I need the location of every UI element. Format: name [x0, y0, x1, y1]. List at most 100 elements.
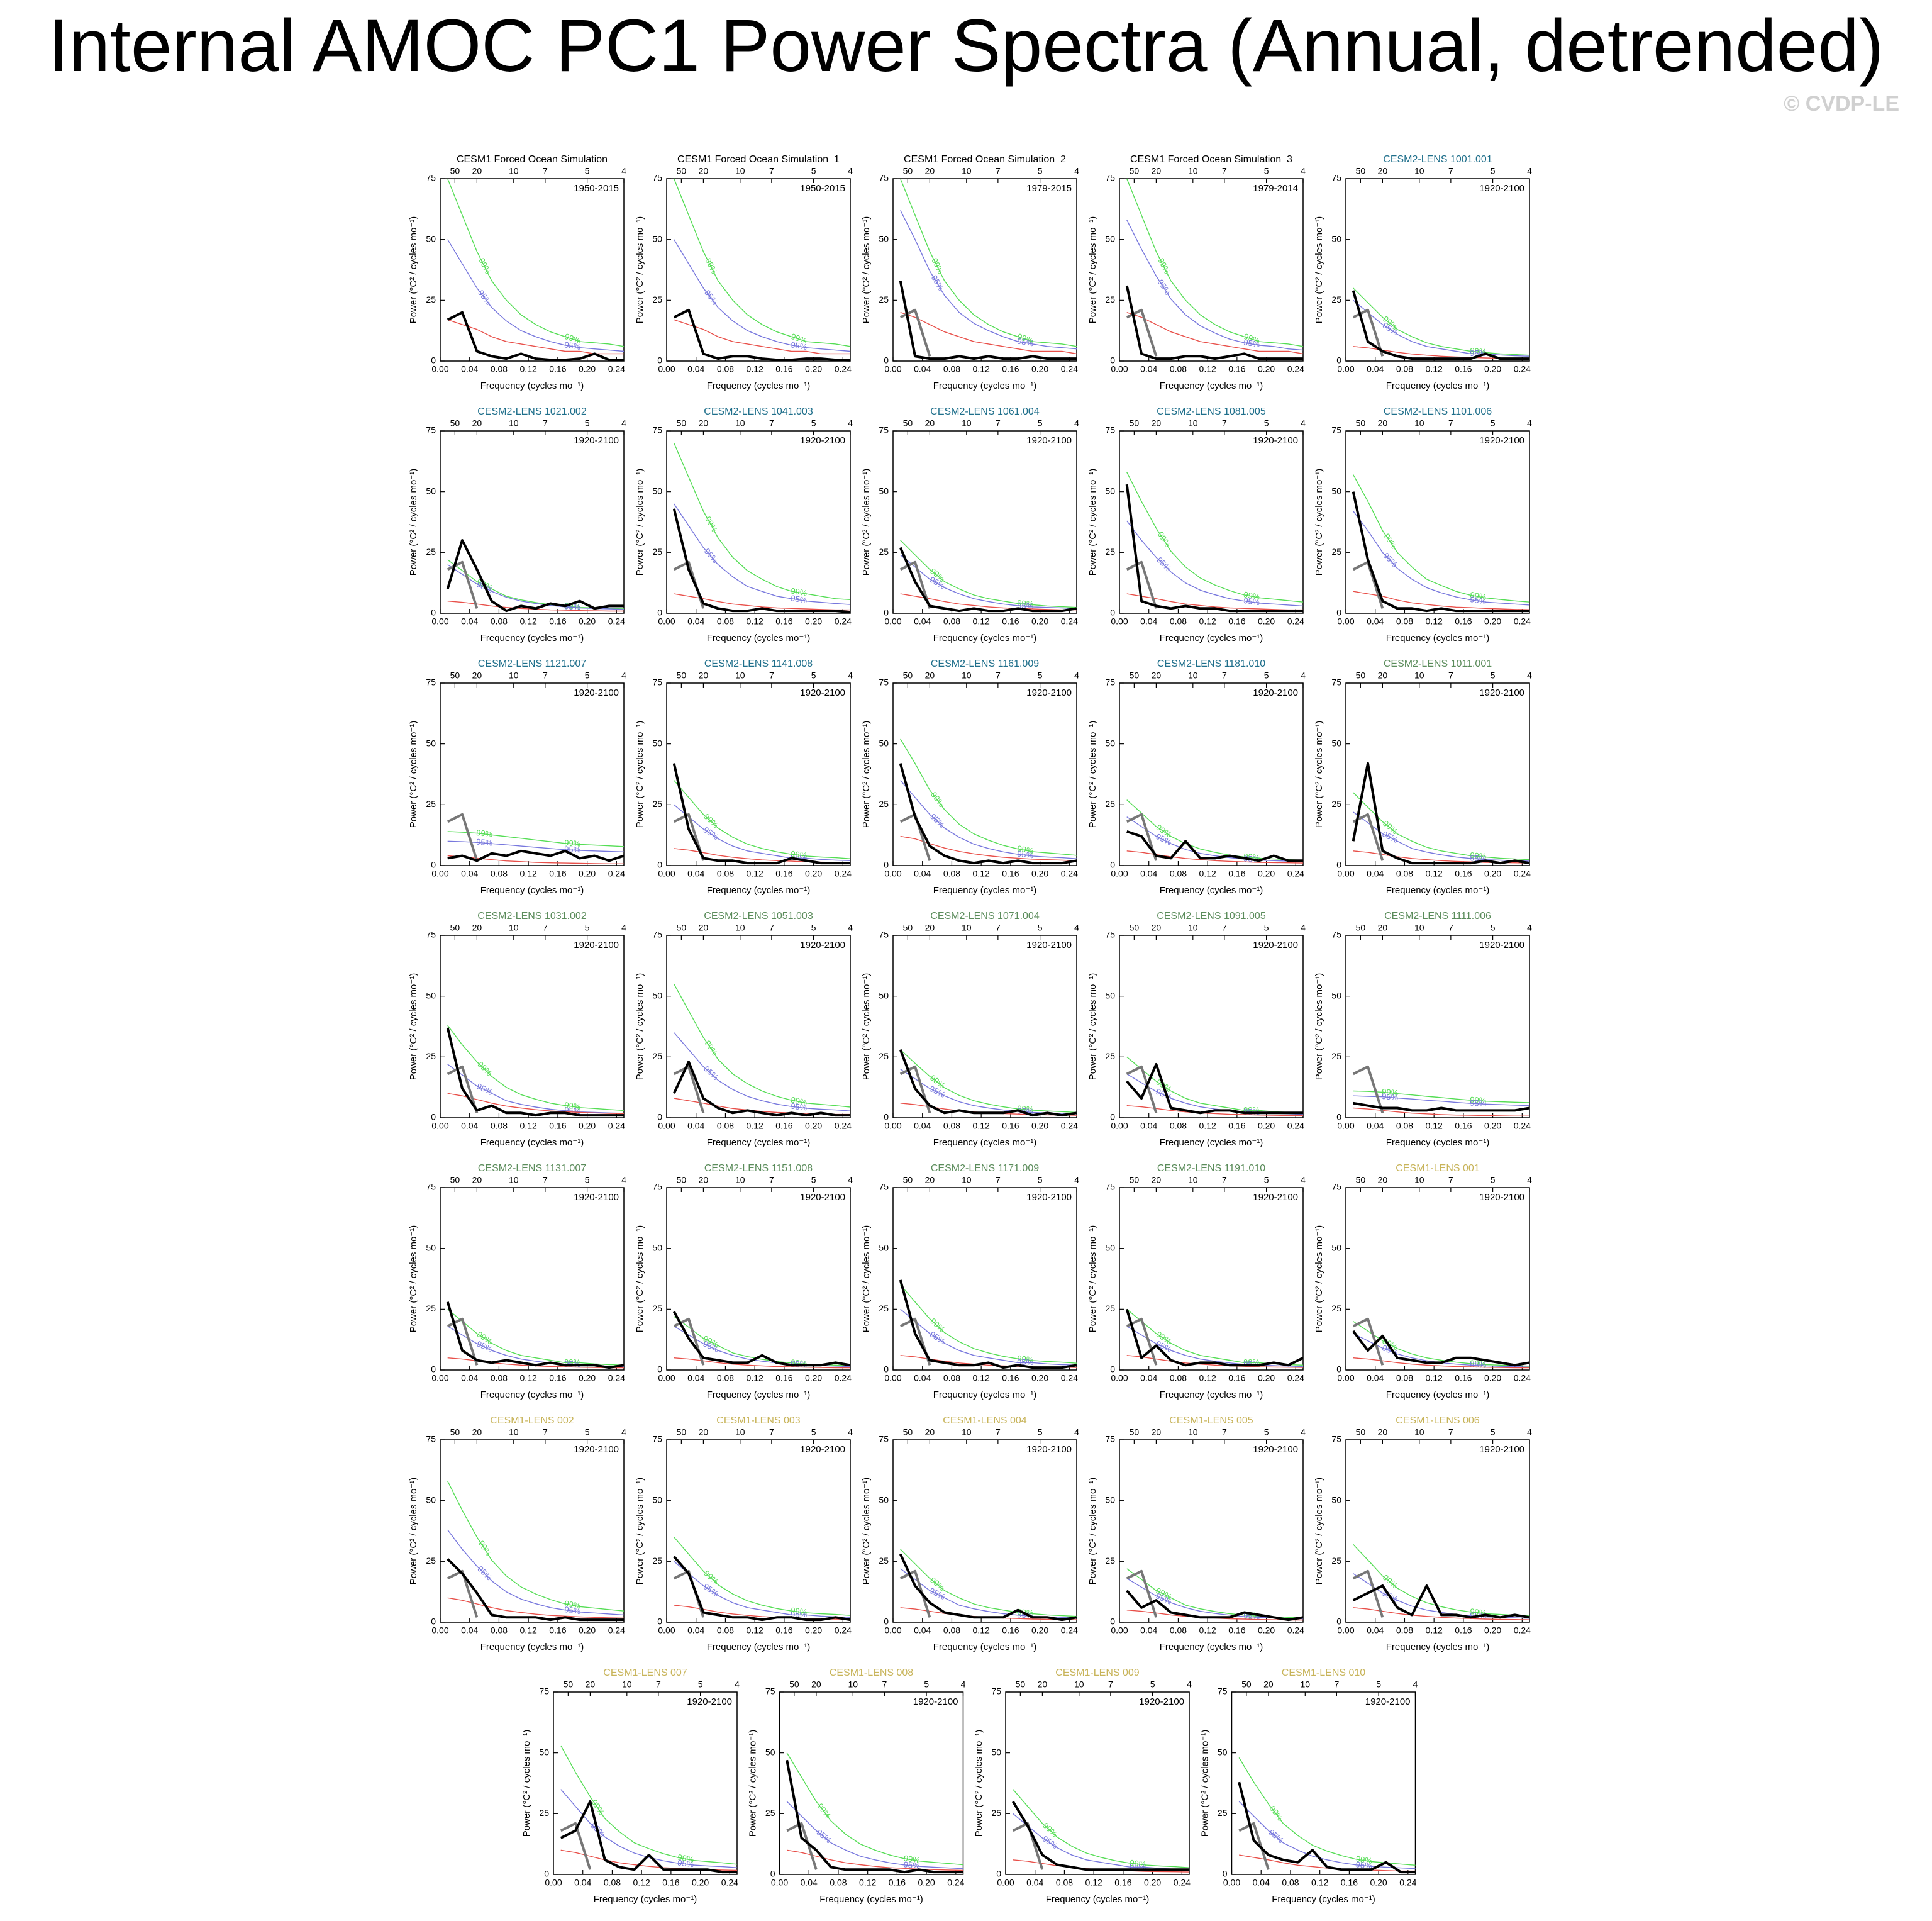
x2-tick-label: 20	[1378, 1175, 1388, 1185]
x2-tick-label: 7	[996, 418, 1001, 428]
spectrum-line	[900, 540, 1077, 608]
panel-title: CESM2-LENS 1111.006	[1384, 911, 1491, 922]
x-axis-label: Frequency (cycles mo⁻¹)	[1160, 885, 1263, 896]
x-axis-label: Frequency (cycles mo⁻¹)	[707, 381, 811, 391]
y-tick-label: 50	[1105, 1495, 1115, 1505]
y-tick-label: 75	[652, 930, 662, 940]
x-tick-label: 0.20	[805, 616, 822, 626]
x2-tick-label: 50	[677, 418, 687, 428]
x2-tick-label: 10	[1074, 1679, 1084, 1690]
x2-tick-label: 7	[996, 1175, 1001, 1185]
y-tick-label: 75	[1105, 1182, 1115, 1192]
x-tick-label: 0.20	[1144, 1878, 1161, 1888]
x-tick-label: 0.08	[1282, 1878, 1299, 1888]
plot-frame	[666, 935, 851, 1118]
x2-tick-label: 5	[1038, 923, 1043, 933]
x-tick-label: 0.00	[658, 1373, 675, 1383]
x-tick-label: 0.00	[1111, 869, 1128, 879]
y-tick-label: 25	[1331, 294, 1341, 304]
y-tick-label: 25	[652, 294, 662, 304]
y-tick-label: 25	[879, 1051, 889, 1061]
x2-tick-label: 5	[585, 1175, 590, 1185]
y-axis-label: Power (°C² / cycles mo⁻¹)	[521, 1730, 532, 1837]
x-tick-label: 0.04	[914, 1121, 931, 1131]
spectrum-line	[899, 547, 1077, 613]
x-tick-label: 0.08	[717, 1625, 734, 1635]
x-tick-label: 0.04	[1140, 1121, 1157, 1131]
x2-tick-label: 10	[622, 1679, 632, 1690]
spectrum-line	[1352, 1584, 1530, 1619]
x-tick-label: 0.12	[1426, 1121, 1443, 1131]
x-tick-label: 0.16	[1228, 1625, 1245, 1635]
x2-tick-label: 4	[1527, 671, 1532, 681]
y-tick-label: 25	[1105, 1051, 1115, 1061]
x2-tick-label: 20	[699, 1427, 709, 1437]
y-axis-label: Power (°C² / cycles mo⁻¹)	[1314, 973, 1324, 1081]
x-tick-label: 0.00	[1111, 616, 1128, 626]
y-tick-label: 50	[1331, 486, 1341, 496]
x2-tick-label: 50	[903, 166, 913, 176]
spectrum-line	[447, 849, 625, 862]
spectrum-line	[447, 840, 625, 852]
x-tick-label: 0.16	[1455, 1121, 1472, 1131]
x-tick-label: 0.16	[1002, 616, 1019, 626]
panel-title: CESM2-LENS 1191.010	[1157, 1163, 1265, 1174]
x-tick-label: 0.24	[1287, 616, 1304, 626]
x2-tick-label: 5	[1264, 418, 1269, 428]
spectrum-line	[674, 1032, 851, 1111]
spectrum-line	[899, 560, 931, 609]
spectrum-line	[672, 508, 851, 614]
panel-title: CESM2-LENS 1181.010	[1157, 659, 1265, 669]
y-axis-label: Power (°C² / cycles mo⁻¹)	[408, 721, 419, 828]
spectrum-line	[1126, 1355, 1304, 1368]
x2-tick-label: 5	[811, 166, 816, 176]
spectrum-line	[1125, 1308, 1304, 1367]
x2-tick-label: 7	[1448, 1175, 1453, 1185]
panel-title: CESM2-LENS 1141.008	[704, 659, 813, 669]
x2-tick-label: 4	[1074, 671, 1079, 681]
x2-tick-label: 4	[1074, 923, 1079, 933]
y-tick-label: 50	[652, 990, 662, 1000]
spectrum-line	[1125, 285, 1303, 360]
x-tick-label: 0.04	[687, 869, 704, 879]
x-tick-label: 0.04	[687, 616, 704, 626]
x-axis-label: Frequency (cycles mo⁻¹)	[480, 885, 584, 896]
x-tick-label: 0.20	[1031, 616, 1048, 626]
x-tick-label: 0.12	[1199, 1625, 1216, 1635]
x-tick-label: 0.08	[1170, 1373, 1187, 1383]
y-axis-label: Power (°C² / cycles mo⁻¹)	[408, 973, 419, 1081]
plot-frame	[1005, 1691, 1190, 1875]
y-axis-label: Power (°C² / cycles mo⁻¹)	[1199, 1730, 1210, 1837]
spectrum-line	[899, 281, 1077, 360]
x-tick-label: 0.00	[431, 1625, 448, 1635]
x-tick-label: 0.12	[1426, 364, 1443, 374]
x-tick-label: 0.20	[579, 1121, 596, 1131]
panel-title: CESM2-LENS 1131.007	[478, 1163, 586, 1174]
period-label: 1920-2100	[1139, 1696, 1184, 1707]
x-tick-label: 0.08	[604, 1878, 621, 1888]
curve-label: 95%	[1382, 1091, 1399, 1102]
x2-tick-label: 5	[811, 1175, 816, 1185]
x2-tick-label: 50	[677, 671, 687, 681]
x-axis-label: Frequency (cycles mo⁻¹)	[1160, 381, 1263, 391]
x-tick-label: 0.08	[1396, 1625, 1413, 1635]
y-axis-label: Power (°C² / cycles mo⁻¹)	[861, 1225, 872, 1333]
y-axis-label: Power (°C² / cycles mo⁻¹)	[1087, 1225, 1098, 1333]
x-tick-label: 0.00	[884, 616, 901, 626]
x-tick-label: 0.24	[1514, 1373, 1531, 1383]
spectrum-line	[447, 1597, 625, 1619]
y-tick-label: 75	[426, 1182, 436, 1192]
x-tick-label: 0.04	[687, 364, 704, 374]
x2-tick-label: 20	[925, 418, 935, 428]
panel-title: CESM2-LENS 1091.005	[1157, 911, 1266, 922]
period-label: 1920-2100	[574, 1192, 619, 1203]
plot-frame	[666, 1439, 851, 1623]
y-tick-label: 0	[657, 608, 662, 618]
period-label: 1920-2100	[574, 435, 619, 446]
spectrum-line	[672, 763, 850, 865]
x2-tick-label: 5	[1491, 923, 1496, 933]
period-label: 1920-2100	[1253, 1192, 1298, 1203]
